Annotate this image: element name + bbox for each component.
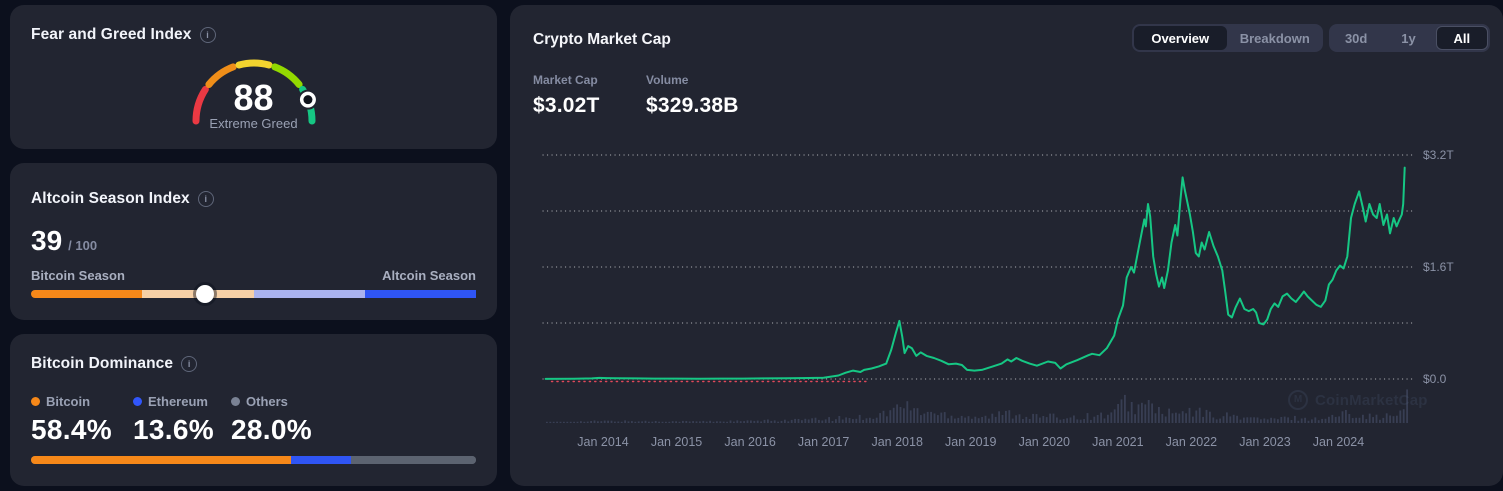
market-cap-stat-label: Market Cap — [533, 73, 598, 87]
range-toggle: 30d 1y All — [1329, 24, 1490, 52]
svg-text:Jan 2016: Jan 2016 — [724, 435, 775, 449]
dominance-column: Others 28.0% — [231, 394, 312, 446]
legend-item-bitcoin: Bitcoin — [31, 394, 112, 409]
svg-text:Jan 2018: Jan 2018 — [871, 435, 922, 449]
view-toggle: Overview Breakdown — [1132, 24, 1323, 52]
volume-stat-value: $329.38B — [646, 94, 739, 117]
bitcoin-dominance-title: Bitcoin Dominance — [31, 355, 174, 372]
bitcoin-dominance-title-row: Bitcoin Dominance i — [31, 355, 476, 373]
bitcoin-season-label: Bitcoin Season — [31, 268, 125, 283]
tab-overview[interactable]: Overview — [1134, 26, 1227, 50]
bar-segment-altcoin — [364, 290, 476, 298]
tab-1y[interactable]: 1y — [1383, 26, 1433, 50]
dominance-bar-ethereum — [290, 456, 352, 464]
dominance-bar-others — [351, 456, 476, 464]
stats-row: Market Cap $3.02T Volume $329.38B — [533, 73, 759, 118]
panel-title: Crypto Market Cap — [533, 31, 671, 48]
altcoin-season-scale-labels: Bitcoin Season Altcoin Season — [31, 268, 476, 283]
fear-greed-gauge-wrap: 88 Extreme Greed — [138, 56, 370, 136]
fear-greed-gauge — [192, 59, 318, 125]
legend-item-others: Others — [231, 394, 312, 409]
altcoin-season-knob — [195, 285, 214, 303]
svg-text:$0.0: $0.0 — [1423, 372, 1447, 386]
bar-segment-altcoin-light — [253, 290, 365, 298]
watermark-text: CoinMarketCap — [1315, 391, 1428, 409]
dominance-bar-bitcoin — [31, 456, 291, 464]
altcoin-season-max: / 100 — [68, 238, 98, 253]
altcoin-season-value: 39 — [31, 225, 63, 256]
svg-text:Jan 2020: Jan 2020 — [1019, 435, 1070, 449]
fear-greed-label: Extreme Greed — [209, 116, 298, 131]
others-dot-icon — [231, 397, 240, 406]
ethereum-dot-icon — [133, 397, 142, 406]
volume-stat-label: Volume — [646, 73, 689, 87]
svg-text:Jan 2021: Jan 2021 — [1092, 435, 1143, 449]
coinmarketcap-logo-icon: M — [1288, 390, 1308, 410]
legend-label: Ethereum — [148, 394, 208, 409]
dominance-column: Bitcoin 58.4% — [31, 394, 112, 446]
fear-greed-title-row: Fear and Greed Index i — [31, 26, 476, 44]
fear-greed-title: Fear and Greed Index — [31, 26, 192, 43]
volume-stat: Volume $329.38B — [646, 73, 759, 118]
market-cap-stat: Market Cap $3.02T — [533, 73, 646, 118]
legend-item-ethereum: Ethereum — [133, 394, 214, 409]
crypto-market-cap-panel: M CoinMarketCap $3.2T $1.6T $0.0 Jan 2014 Ja… — [510, 5, 1503, 486]
tab-breakdown[interactable]: Breakdown — [1229, 26, 1322, 50]
altcoin-season-bar — [31, 285, 476, 303]
svg-text:Jan 2019: Jan 2019 — [945, 435, 996, 449]
bitcoin-dominance-value: 58.4% — [31, 414, 112, 445]
fear-greed-value: 88 — [233, 77, 274, 118]
bitcoin-dot-icon — [31, 397, 40, 406]
legend-label: Bitcoin — [46, 394, 91, 409]
altcoin-season-title: Altcoin Season Index — [31, 190, 190, 207]
svg-text:Jan 2017: Jan 2017 — [798, 435, 849, 449]
svg-text:Jan 2024: Jan 2024 — [1313, 435, 1364, 449]
bitcoin-dominance-card: Bitcoin Dominance i Bitcoin 58.4% Ethere… — [10, 334, 497, 486]
tab-all[interactable]: All — [1435, 26, 1488, 50]
legend-label: Others — [246, 394, 288, 409]
market-cap-stat-value: $3.02T — [533, 94, 600, 117]
tab-30d[interactable]: 30d — [1331, 26, 1381, 50]
svg-text:Jan 2022: Jan 2022 — [1166, 435, 1217, 449]
dominance-bar — [31, 456, 476, 464]
svg-text:$3.2T: $3.2T — [1423, 148, 1454, 162]
svg-text:Jan 2014: Jan 2014 — [577, 435, 628, 449]
altcoin-season-label: Altcoin Season — [382, 268, 476, 283]
bar-segment-bitcoin — [31, 290, 143, 298]
altcoin-season-value-row: 39 / 100 — [31, 225, 97, 257]
svg-text:Jan 2023: Jan 2023 — [1239, 435, 1290, 449]
dominance-column: Ethereum 13.6% — [133, 394, 214, 446]
svg-text:$1.6T: $1.6T — [1423, 260, 1454, 274]
ethereum-dominance-value: 13.6% — [133, 414, 214, 445]
others-dominance-value: 28.0% — [231, 414, 312, 445]
watermark: M CoinMarketCap — [1288, 390, 1428, 410]
info-icon[interactable]: i — [197, 191, 214, 207]
fear-greed-card: Fear and Greed Index i 88 Extreme Greed — [10, 5, 497, 149]
altcoin-season-card: Altcoin Season Index i 39 / 100 Bitcoin … — [10, 163, 497, 320]
info-icon[interactable]: i — [199, 27, 216, 43]
svg-text:Jan 2015: Jan 2015 — [651, 435, 702, 449]
altcoin-season-title-row: Altcoin Season Index i — [31, 190, 476, 208]
info-icon[interactable]: i — [181, 356, 198, 372]
